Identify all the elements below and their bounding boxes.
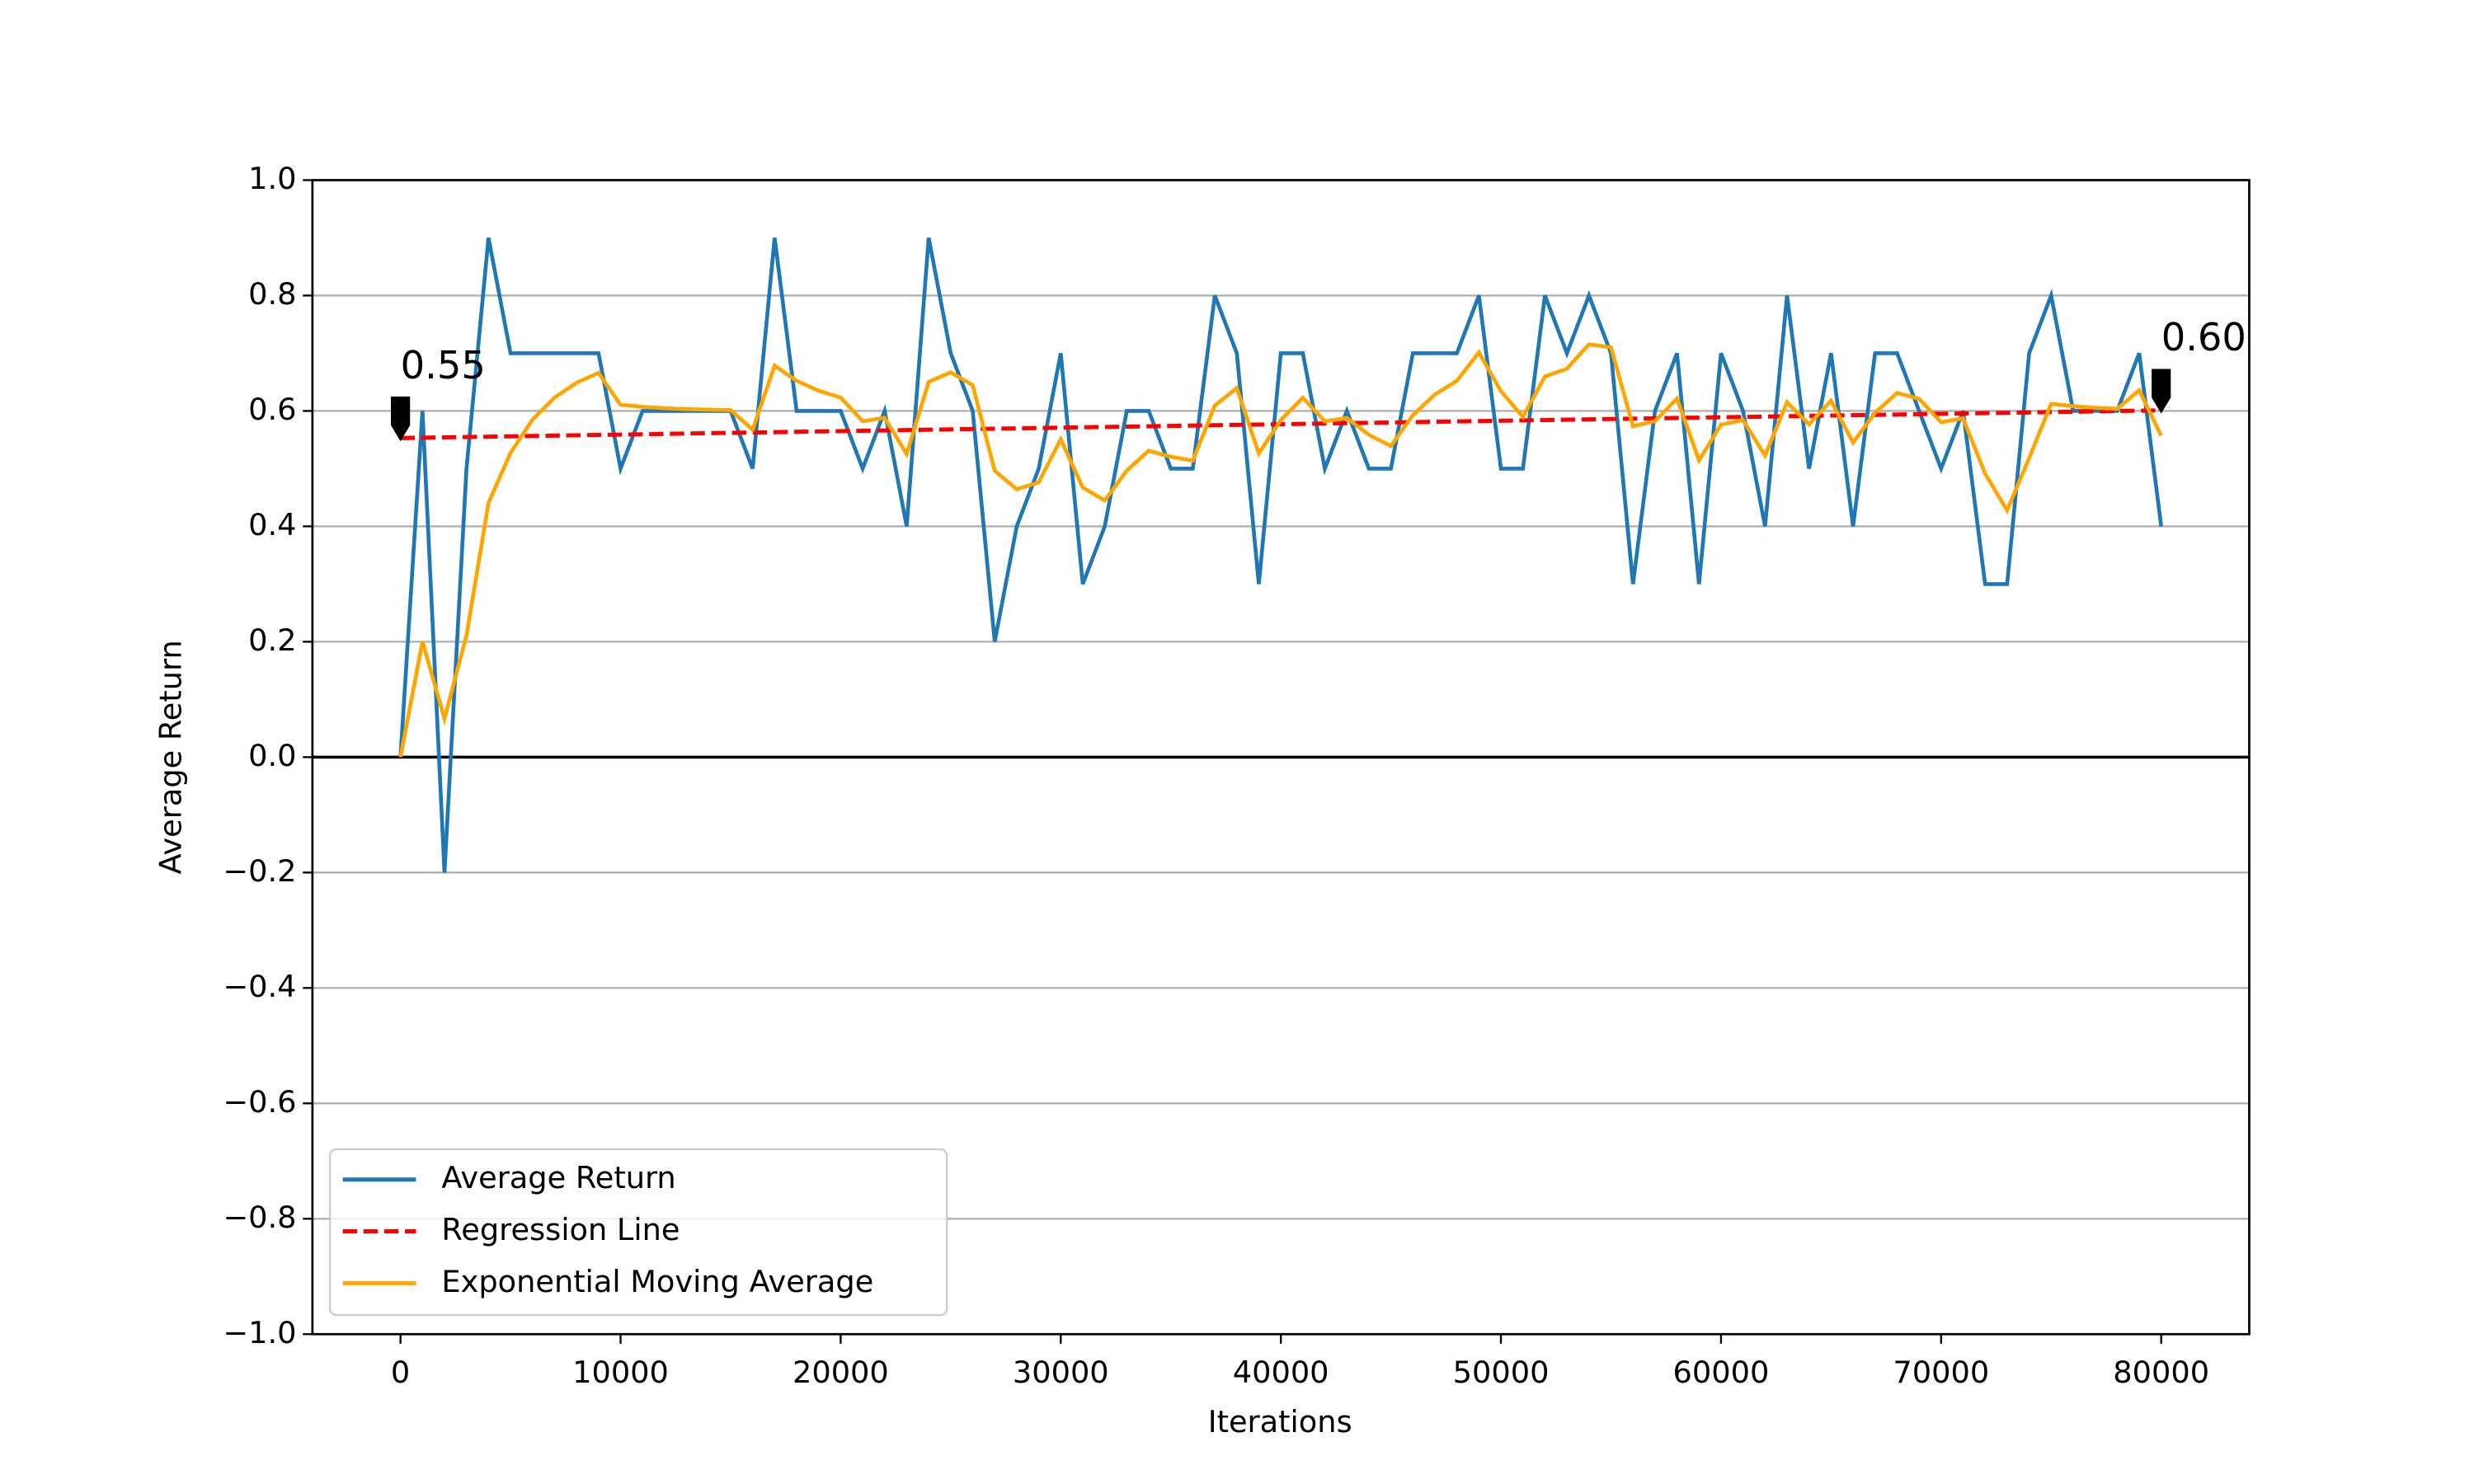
x-tick-label: 20000	[793, 1355, 889, 1390]
y-tick-label: 0.8	[248, 276, 296, 312]
y-tick-label: 0.2	[248, 622, 296, 658]
x-tick-label: 30000	[1013, 1355, 1109, 1390]
annotation-label: 0.55	[401, 343, 486, 387]
annotation-label: 0.60	[2161, 315, 2246, 359]
x-tick-label: 60000	[1673, 1355, 1770, 1390]
plot-frame	[311, 179, 2251, 1336]
y-tick-label: 0.6	[248, 392, 296, 427]
y-axis-label: Average Return	[153, 640, 188, 874]
legend-label: Regression Line	[441, 1212, 680, 1247]
y-tick-label: 0.4	[248, 507, 296, 542]
series-line	[400, 408, 2161, 440]
x-axis-label: Iterations	[1208, 1404, 1352, 1439]
y-tick-label: −0.6	[223, 1084, 296, 1120]
legend-label: Average Return	[441, 1160, 675, 1195]
x-tick-label: 10000	[572, 1355, 669, 1390]
x-tick-label: 70000	[1893, 1355, 1989, 1390]
series-line	[398, 342, 2163, 758]
x-tick-label: 0	[391, 1355, 410, 1390]
legend-label: Exponential Moving Average	[441, 1264, 873, 1299]
y-tick-label: −0.8	[223, 1200, 296, 1235]
annotation-marker	[2152, 369, 2171, 414]
x-tick-label: 50000	[1453, 1355, 1550, 1390]
x-tick-label: 40000	[1233, 1355, 1329, 1390]
x-tick-label: 80000	[2113, 1355, 2209, 1390]
annotation-marker	[391, 397, 411, 442]
legend: Average Return Regression Line Exponential…	[328, 1148, 948, 1317]
y-tick-label: 1.0	[248, 161, 296, 196]
y-tick-label: 0.0	[248, 738, 296, 773]
y-tick-label: −1.0	[223, 1315, 296, 1350]
y-tick-label: −0.2	[223, 853, 296, 889]
legend-box	[328, 1148, 948, 1317]
y-tick-label: −0.4	[223, 969, 296, 1004]
